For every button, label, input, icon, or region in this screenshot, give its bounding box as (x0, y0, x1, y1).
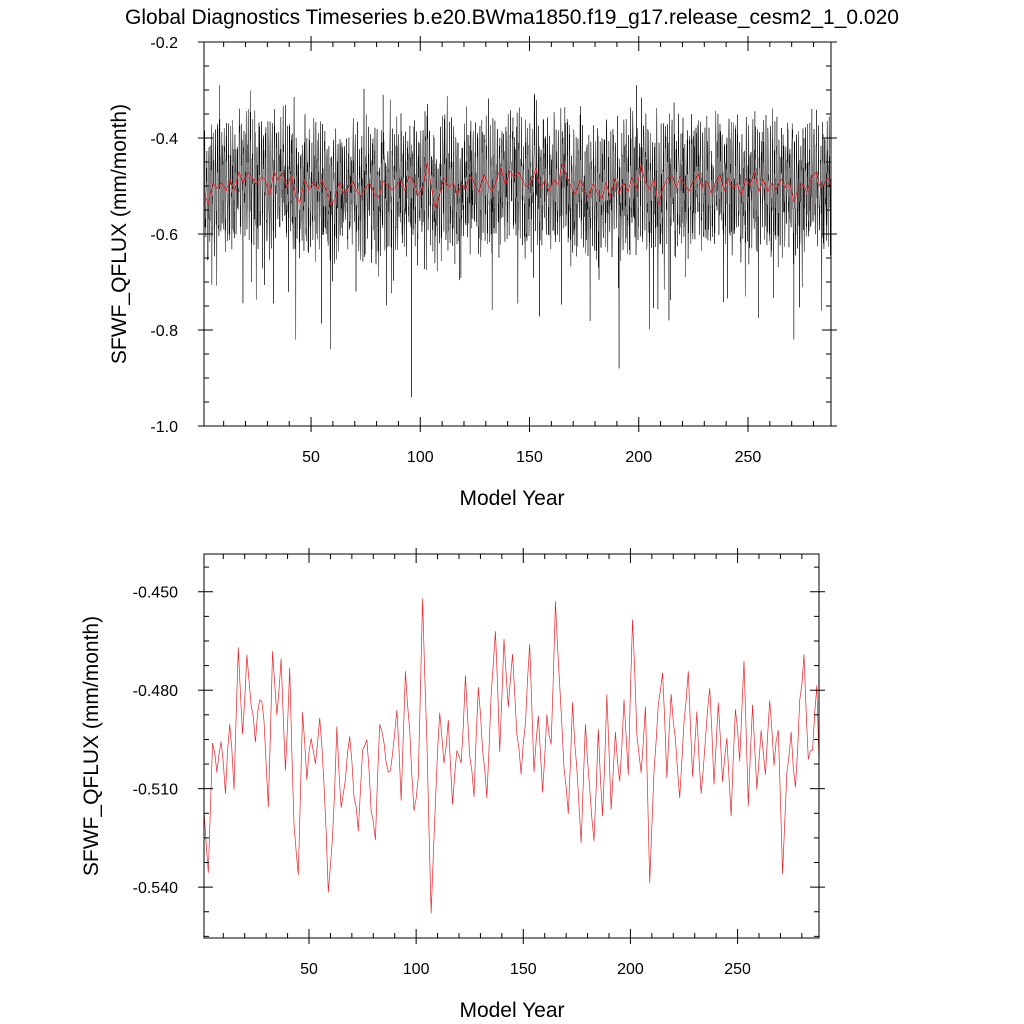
x-tick-label: 100 (403, 961, 430, 978)
top-panel: SFWF_QFLUX (mm/month) Model Year 50 100 15… (108, 35, 837, 510)
y-tick-label: -0.8 (150, 323, 178, 340)
bottom-xlabel: Model Year (459, 999, 564, 1022)
y-tick-label: -0.510 (133, 782, 178, 799)
y-tick-label: -0.450 (133, 585, 178, 602)
x-tick-label: 150 (516, 449, 543, 466)
x-tick-label: 200 (617, 961, 644, 978)
figure-title: Global Diagnostics Timeseries b.e20.BWma… (125, 6, 899, 29)
y-tick-label: -0.4 (150, 131, 178, 148)
x-tick-label: 50 (300, 961, 318, 978)
series-line-annual-mean (203, 162, 832, 209)
x-tick-label: 50 (302, 449, 320, 466)
y-tick-label: -0.2 (150, 35, 178, 52)
top-xlabel: Model Year (459, 487, 564, 510)
bottom-ylabel: SFWF_QFLUX (mm/month) (80, 616, 103, 876)
x-tick-label: 250 (735, 449, 762, 466)
x-tick-label: 100 (407, 449, 434, 466)
plot-frame (203, 553, 820, 939)
x-tick-label: 250 (724, 961, 751, 978)
series-line-annual-mean (203, 598, 820, 914)
y-tick-label: -0.6 (150, 227, 178, 244)
x-tick-label: 200 (625, 449, 652, 466)
top-ylabel: SFWF_QFLUX (mm/month) (108, 104, 131, 364)
x-tick-label: 150 (510, 961, 537, 978)
bottom-panel: SFWF_QFLUX (mm/month) Model Year 50 100 15… (80, 548, 825, 1022)
y-tick-label: -0.540 (133, 880, 178, 897)
series-line-monthly (203, 84, 832, 398)
y-tick-label: -0.480 (133, 683, 178, 700)
y-tick-label: -1.0 (150, 419, 178, 436)
